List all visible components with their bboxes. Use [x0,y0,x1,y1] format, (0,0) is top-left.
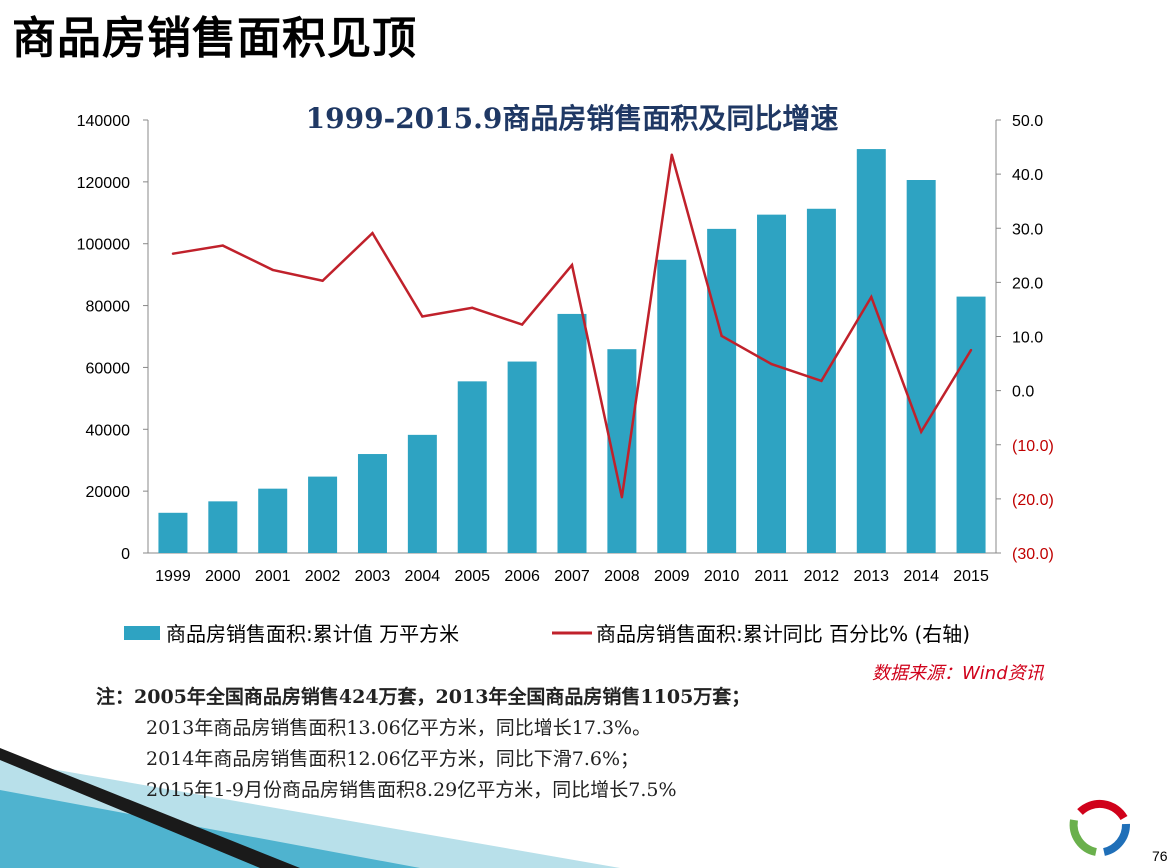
bar-series [158,149,986,554]
bar [707,228,737,553]
x-tick-label: 1999 [155,568,191,585]
logo-icon [1069,799,1130,856]
bar [507,361,537,553]
line-point [421,315,424,318]
note-line-3: 2014年商品房销售面积12.06亿平方米，同比下滑7.6%； [146,748,640,770]
line-point [221,244,225,247]
x-tick-label: 2009 [654,568,690,585]
right-tick-label: 30.0 [1012,221,1043,238]
line-point [471,306,474,310]
decor-band-dark [0,748,300,868]
right-tick-label: 50.0 [1012,113,1043,130]
note-line-1: 注：2005年全国商品房销售424万套，2013年全国商品房销售1105万套； [96,686,751,708]
line-point [271,268,274,272]
x-tick-label: 2003 [355,568,391,585]
right-tick-label: 20.0 [1012,275,1043,292]
legend: 商品房销售面积:累计值 万平方米 商品房销售面积:累计同比 百分比% (右轴) [124,622,970,646]
right-tick-label: 40.0 [1012,167,1043,184]
line-point [171,252,175,255]
bar [357,454,387,553]
slide-title: 商品房销售面积见顶 [12,13,417,64]
bar [457,381,487,553]
right-tick-label: 10.0 [1012,330,1043,347]
right-tick-label: (20.0) [1012,492,1054,509]
right-axis: (30.0) (20.0) (10.0) 0.0 10.0 20.0 30.0 40.0 50.… [995,113,1054,563]
left-tick-label: 80000 [86,299,131,316]
x-axis: 1999 2000 2001 2002 2003 2004 2005 2006 2007 2008… [148,552,996,585]
right-tick-label: (10.0) [1012,438,1054,455]
line-point [919,430,923,433]
bar [856,149,886,553]
x-tick-label: 2010 [704,568,740,585]
x-tick-label: 2000 [205,568,241,585]
x-tick-label: 2007 [554,568,590,585]
left-tick-label: 40000 [86,422,131,439]
bar [557,313,587,553]
line-point [720,334,723,338]
left-axis: 0 20000 40000 60000 80000 100000 120000 140000 [77,113,149,563]
left-tick-label: 140000 [77,113,130,130]
legend-bar-label: 商品房销售面积:累计值 万平方米 [166,622,459,646]
x-tick-label: 2015 [953,568,989,585]
left-tick-label: 20000 [86,484,131,501]
page-number: 76 [1152,848,1168,864]
chart-title: 1999-2015.9商品房销售面积及同比增速 [306,102,839,135]
bar [308,476,338,553]
legend-line-label: 商品房销售面积:累计同比 百分比% (右轴) [596,622,970,646]
line-point [321,279,324,282]
x-tick-label: 2006 [504,568,540,585]
bar [208,501,238,553]
legend-bar-swatch [124,626,160,640]
line-point [520,323,524,326]
line-point [820,379,823,383]
bar [906,180,936,553]
left-tick-label: 120000 [77,175,130,192]
line-point [969,348,973,352]
line-point [570,263,574,267]
left-tick-label: 100000 [77,237,130,254]
x-tick-label: 2001 [255,568,291,585]
data-source: 数据来源：Wind资讯 [872,663,1044,684]
notes-block: 注：2005年全国商品房销售424万套，2013年全国商品房销售1105万套； … [96,682,750,806]
x-tick-label: 2011 [754,568,789,585]
line-point [371,231,374,235]
line-point [770,362,773,366]
right-tick-label: 0.0 [1012,384,1034,401]
bar [258,488,288,553]
x-tick-label: 2014 [903,568,939,585]
left-tick-label: 0 [121,546,130,563]
note-line-4: 2015年1-9月份商品房销售面积8.29亿平方米，同比增长7.5% [146,779,677,801]
note-line-2: 2013年商品房销售面积13.06亿平方米，同比增长17.3%。 [146,717,652,739]
bar [757,214,787,554]
line-point [620,496,624,499]
x-tick-label: 2005 [454,568,490,585]
line-point [870,295,873,299]
x-tick-label: 2002 [305,568,341,585]
line-series [171,153,973,499]
x-tick-label: 2013 [853,568,889,585]
left-tick-label: 60000 [86,360,131,377]
bar [657,259,687,553]
right-tick-label: (30.0) [1012,546,1054,563]
x-tick-label: 2008 [604,568,640,585]
line-point [670,153,673,156]
decor-band-blue [0,790,420,868]
bar [407,434,437,553]
x-tick-label: 2004 [405,568,441,585]
bar [158,512,188,553]
bar [956,296,986,553]
x-tick-label: 2012 [804,568,840,585]
